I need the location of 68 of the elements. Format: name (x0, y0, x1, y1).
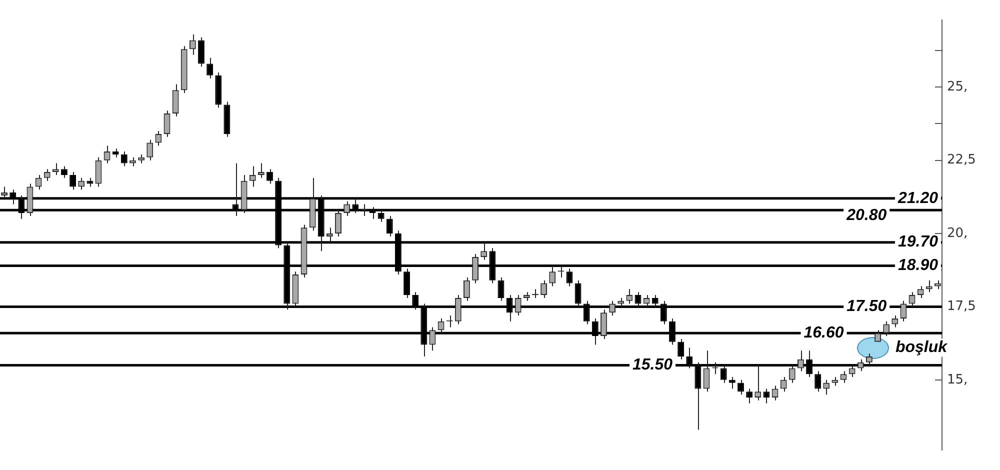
y-tick-label: 17,5 (947, 299, 976, 314)
candlestick (609, 300, 616, 316)
candlestick (772, 385, 778, 401)
candlestick (172, 84, 179, 117)
candlestick (429, 326, 436, 352)
candlestick (703, 350, 710, 392)
candlestick (498, 276, 504, 302)
candlestick (198, 36, 204, 68)
candlestick (848, 364, 856, 378)
ref-line-label: 21.20 (896, 190, 938, 207)
candlestick (104, 145, 110, 164)
candlestick (472, 254, 478, 284)
candlestick (728, 376, 736, 390)
candlestick (1, 186, 8, 199)
candlestick (249, 166, 256, 188)
candlestick (600, 309, 607, 340)
y-tick-label: 15, (947, 372, 968, 388)
candlestick (746, 388, 753, 404)
candlestick (386, 215, 393, 237)
candlestick (643, 294, 650, 308)
candlestick (52, 162, 59, 176)
candlestick (70, 172, 76, 190)
ref-line-label: 17.50 (846, 298, 887, 316)
candlestick (626, 288, 633, 304)
y-tick-label: 25, (947, 80, 968, 95)
candlestick (258, 162, 264, 178)
candlestick (823, 379, 830, 396)
candlestick (926, 280, 932, 293)
candlestick (754, 364, 762, 401)
candlestick (164, 110, 170, 138)
candlestick (814, 370, 822, 392)
ref-line-label: 18.90 (898, 257, 938, 274)
candlestick (917, 286, 924, 298)
candlestick (788, 364, 796, 384)
candlestick (857, 358, 864, 372)
y-tick-label: 20, (947, 226, 968, 241)
candlestick (883, 320, 890, 337)
candlestick (146, 139, 154, 161)
candlestick (908, 292, 916, 308)
candlestick (549, 265, 556, 287)
ref-line-label: 16.60 (804, 324, 844, 342)
candlestick (532, 288, 538, 298)
candlestick (335, 210, 342, 237)
candlestick (78, 177, 85, 190)
candlestick (840, 370, 847, 384)
candlestick (326, 227, 333, 243)
candlestick (797, 350, 804, 372)
candlestick (464, 276, 470, 302)
candlestick (206, 57, 214, 79)
candlestick (763, 388, 770, 404)
ref-line-label: 19.70 (898, 234, 938, 251)
candlestick (155, 130, 162, 146)
ref-line-label: 20.80 (846, 206, 887, 224)
candlestick (866, 353, 872, 366)
candlestick (189, 34, 196, 56)
annotation: boşluk (895, 339, 948, 356)
y-tick-label: 22,5 (947, 152, 976, 168)
candlestick (780, 376, 787, 392)
candlestick (454, 294, 462, 325)
candlestick (44, 168, 50, 182)
candlestick (61, 166, 68, 178)
candlestick (540, 280, 548, 298)
candlestick (892, 315, 898, 328)
candlestick (480, 242, 488, 260)
candlestick (514, 294, 522, 316)
candlestick (95, 156, 102, 188)
candlestick (678, 338, 684, 360)
ref-line-label: 15.50 (632, 356, 673, 374)
